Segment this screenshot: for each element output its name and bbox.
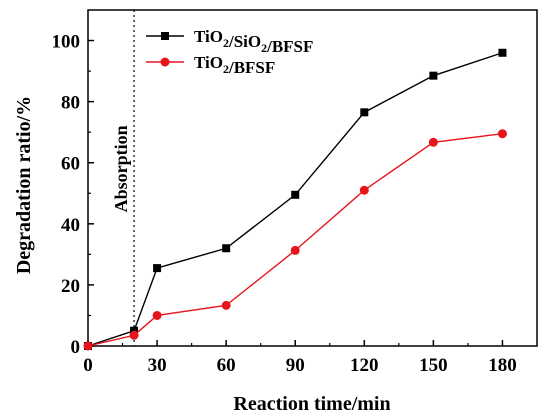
x-tick-label: 30: [148, 355, 167, 376]
data-point-square: [130, 326, 139, 335]
data-point-square: [498, 48, 507, 57]
legend-marker-circle: [160, 57, 170, 67]
x-tick-label: 60: [217, 355, 236, 376]
data-point-square: [153, 264, 162, 273]
x-tick-label: 0: [83, 355, 93, 376]
data-point-circle: [290, 245, 300, 255]
data-point-square: [291, 190, 300, 199]
absorption-annotation: Absorption: [111, 125, 131, 212]
data-point-circle: [83, 341, 93, 351]
legend-marker-square: [161, 32, 169, 40]
legend-label: TiO2/BFSF: [194, 53, 275, 77]
series-line: [87, 133, 503, 347]
x-tick-label: 180: [488, 355, 517, 376]
data-point-square: [429, 71, 438, 80]
data-point-circle: [428, 137, 438, 147]
y-tick-label: 80: [61, 93, 80, 114]
data-point-square: [360, 108, 369, 117]
plot-frame: [87, 9, 538, 347]
data-point-circle: [221, 300, 231, 310]
x-tick-label: 150: [419, 355, 448, 376]
y-tick-label: 20: [61, 276, 80, 297]
series-line: [87, 52, 503, 347]
data-point-circle: [359, 185, 369, 195]
data-point-circle: [497, 129, 507, 139]
x-tick-label: 120: [350, 355, 379, 376]
data-point-circle: [129, 330, 139, 340]
x-axis-title: Reaction time/min: [233, 393, 390, 415]
y-axis-title: Degradation ratio/%: [13, 96, 35, 274]
y-tick-label: 0: [71, 337, 81, 358]
y-tick-label: 60: [61, 154, 80, 175]
x-tick-label: 90: [286, 355, 305, 376]
legend-label: TiO2/SiO2/BFSF: [194, 27, 313, 56]
y-tick-label: 100: [52, 32, 81, 53]
data-point-circle: [152, 310, 162, 320]
data-point-square: [222, 244, 231, 253]
y-tick-label: 40: [61, 215, 80, 236]
